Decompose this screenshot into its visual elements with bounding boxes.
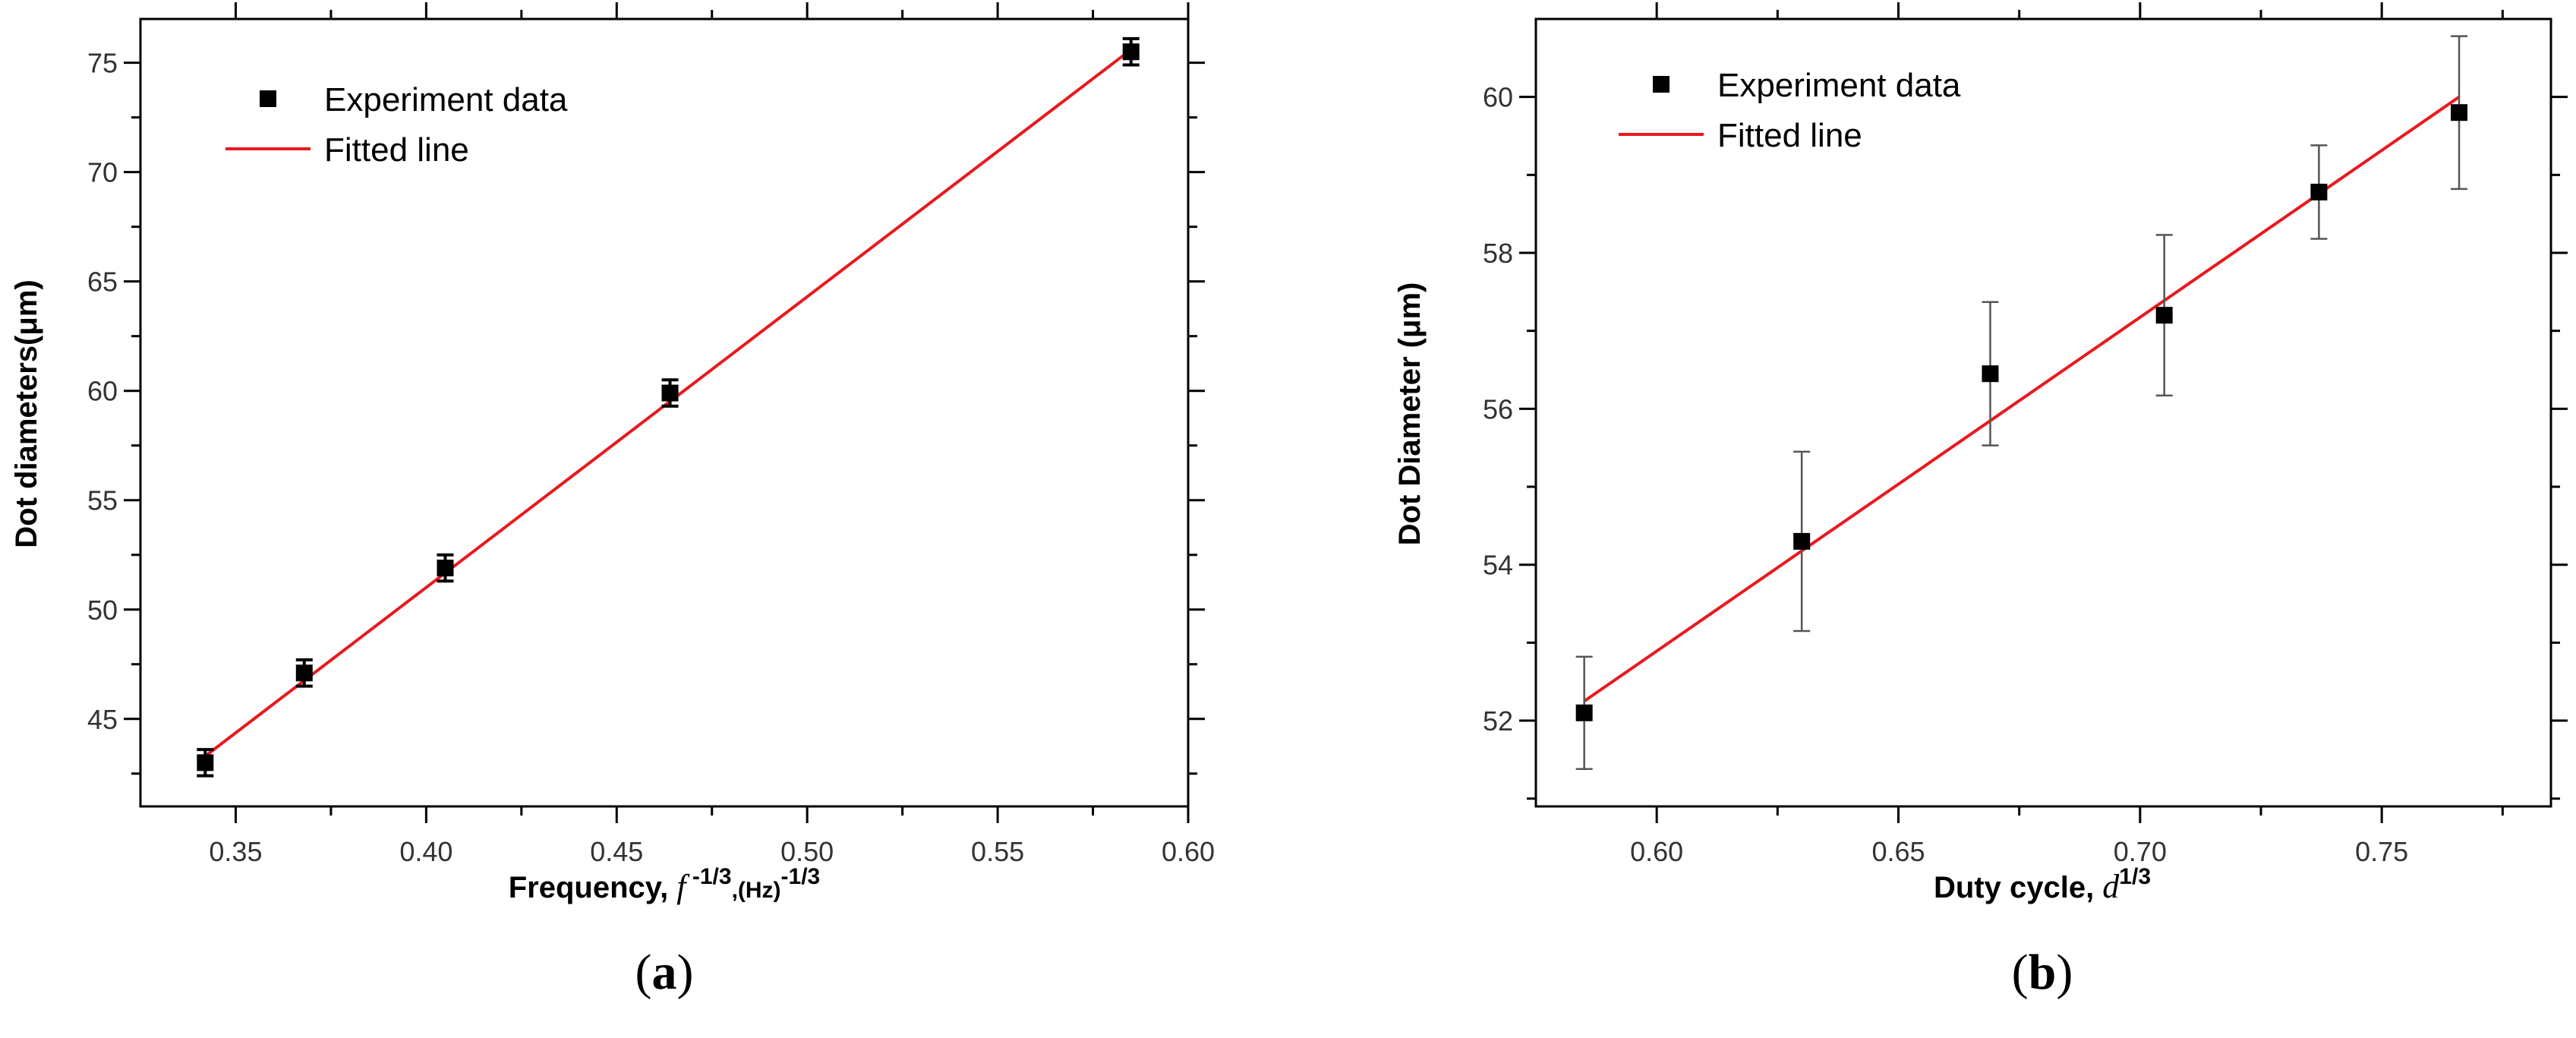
y-axis-title: Dot Diameter (μm) [1393, 282, 1427, 546]
y-tick-label: 75 [87, 48, 118, 79]
x-tick-label: 0.50 [780, 836, 834, 867]
y-axis-title: Dot diameters(μm) [10, 279, 43, 547]
data-point [1122, 43, 1140, 61]
y-tick-label: 65 [87, 267, 118, 298]
legend-label-line: Fitted line [1717, 117, 1862, 154]
y-tick-label: 58 [1483, 238, 1513, 269]
plot-frame [139, 17, 1190, 808]
legend-marker-points [1653, 76, 1670, 93]
legend-label-points: Experiment data [1717, 67, 1961, 104]
y-tick-label: 52 [1483, 705, 1513, 737]
plot-frame [1534, 17, 2552, 808]
data-point [295, 664, 313, 682]
x-tick-label: 0.75 [2355, 836, 2408, 867]
y-tick-label: 54 [1483, 550, 1513, 581]
data-point [661, 384, 679, 402]
y-tick-label: 70 [87, 157, 118, 188]
x-tick-label: 0.40 [399, 836, 452, 867]
panel-label: (a) [635, 945, 694, 1000]
x-tick-label: 0.55 [971, 836, 1024, 867]
chart-panel-b: 0.60 0.65 0.70 0.75 52 54 56 58 60 Experiment dat… [1393, 2, 2568, 1000]
y-tick-label: 45 [87, 704, 118, 735]
legend-label-line: Fitted line [324, 131, 469, 169]
x-tick-label: 0.65 [1871, 836, 1925, 867]
x-axis-title: Frequency, f -1/3,(Hz)-1/3 [509, 864, 821, 905]
y-tick-label: 55 [87, 485, 118, 516]
data-point [1575, 704, 1593, 721]
x-axis-title: Duty cycle, d1/3 [1934, 864, 2151, 905]
data-point [1793, 532, 1811, 550]
chart-panel-a: 0.35 0.40 0.45 0.50 0.55 0.60 45 50 55 60 65 70 75 Ex… [10, 2, 1215, 1000]
data-point [437, 560, 454, 577]
x-tick-label: 0.35 [209, 836, 262, 867]
x-tick-label: 0.60 [1630, 836, 1683, 867]
legend-marker-points [260, 90, 276, 107]
y-tick-label: 60 [87, 376, 118, 407]
y-tick-label: 50 [87, 595, 118, 626]
fitted-line [1583, 96, 2461, 703]
data-point [197, 754, 214, 771]
data-point [2310, 183, 2328, 200]
x-tick-label: 0.45 [590, 836, 643, 867]
y-tick-label: 60 [1483, 82, 1513, 113]
x-tick-label: 0.60 [1162, 836, 1215, 867]
data-point [2451, 104, 2468, 121]
legend-label-points: Experiment data [324, 81, 568, 118]
y-tick-label: 56 [1483, 393, 1513, 424]
panel-label: (b) [2012, 945, 2073, 1000]
data-point [2155, 307, 2173, 324]
x-tick-label: 0.70 [2114, 836, 2167, 867]
data-point [1982, 365, 1999, 383]
fitted-line [204, 48, 1132, 758]
